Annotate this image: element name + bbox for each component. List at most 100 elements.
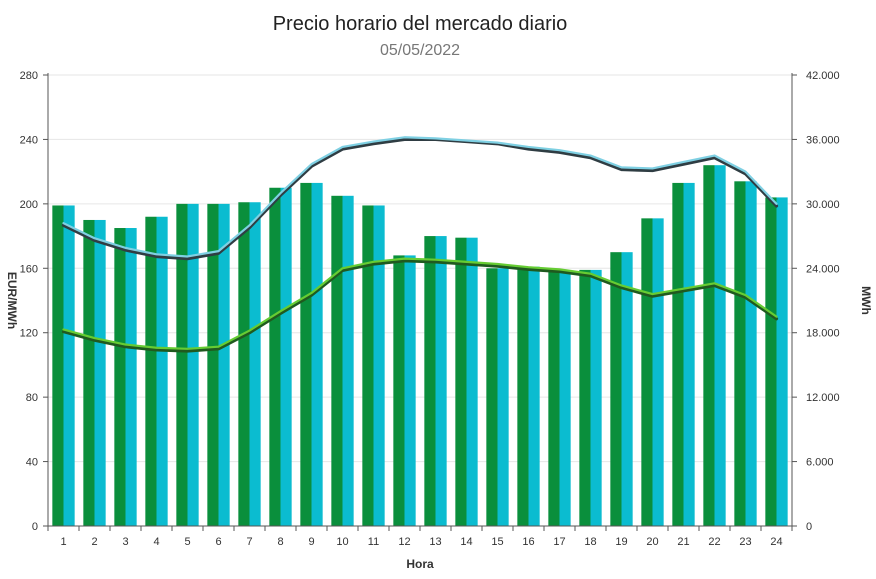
bar bbox=[83, 219, 95, 526]
x-axis-label: Hora bbox=[406, 557, 434, 571]
bar bbox=[672, 182, 684, 527]
x-tick-label: 8 bbox=[277, 536, 283, 548]
bar bbox=[145, 216, 157, 526]
left-tick-label: 160 bbox=[20, 263, 38, 275]
bar bbox=[207, 203, 219, 526]
bar bbox=[734, 181, 746, 527]
right-tick-label: 0 bbox=[806, 521, 812, 533]
x-tick-label: 23 bbox=[739, 536, 751, 548]
bar bbox=[187, 203, 199, 526]
left-axis-label: EUR/MWh bbox=[5, 272, 19, 329]
right-tick-label: 24.000 bbox=[806, 263, 840, 275]
bar bbox=[300, 182, 312, 527]
x-tick-label: 14 bbox=[460, 536, 472, 548]
bar bbox=[94, 219, 106, 526]
x-axis-ticks: 1 2 3 4 5 6 7 8 9 10 11 12 13 14 15 16 17 18 19 20 21 22 23 24 bbox=[47, 526, 793, 548]
series-line bbox=[61, 137, 779, 261]
x-tick-label: 4 bbox=[153, 536, 159, 548]
x-tick-label: 24 bbox=[770, 536, 782, 548]
right-tick-label: 12.000 bbox=[806, 392, 840, 404]
bar bbox=[486, 268, 498, 526]
series-line bbox=[62, 257, 778, 350]
x-tick-label: 20 bbox=[646, 536, 658, 548]
series-line bbox=[62, 136, 778, 258]
x-tick-label: 9 bbox=[308, 536, 314, 548]
bar bbox=[280, 187, 292, 526]
bar bbox=[404, 255, 416, 526]
left-tick-label: 0 bbox=[32, 521, 38, 533]
lines bbox=[61, 136, 779, 353]
bar bbox=[765, 197, 777, 526]
right-axis-ticks: 0 6.000 12.000 18.000 24.000 30.000 36.000 42.0… bbox=[792, 70, 840, 533]
bar bbox=[393, 255, 405, 526]
bar bbox=[517, 266, 529, 526]
bar bbox=[621, 252, 633, 526]
left-tick-label: 280 bbox=[20, 70, 38, 82]
bar bbox=[238, 202, 250, 526]
bar bbox=[745, 181, 757, 527]
bar bbox=[559, 271, 571, 526]
right-tick-label: 36.000 bbox=[806, 134, 840, 146]
left-axis-ticks: 0 40 80 120 160 200 240 280 bbox=[20, 70, 48, 533]
bar bbox=[331, 195, 343, 526]
x-tick-label: 19 bbox=[615, 536, 627, 548]
bar bbox=[176, 203, 188, 526]
right-tick-label: 18.000 bbox=[806, 328, 840, 340]
bars bbox=[52, 165, 788, 527]
x-tick-label: 13 bbox=[429, 536, 441, 548]
x-tick-label: 1 bbox=[60, 536, 66, 548]
left-tick-label: 40 bbox=[26, 457, 38, 469]
x-tick-label: 11 bbox=[368, 536, 379, 548]
right-tick-label: 30.000 bbox=[806, 199, 840, 211]
bar bbox=[610, 252, 622, 526]
x-tick-label: 6 bbox=[215, 536, 221, 548]
x-tick-label: 21 bbox=[677, 536, 689, 548]
bar bbox=[714, 165, 726, 526]
left-tick-label: 240 bbox=[20, 134, 38, 146]
left-tick-label: 120 bbox=[20, 328, 38, 340]
bar bbox=[683, 182, 695, 527]
right-tick-label: 42.000 bbox=[806, 70, 840, 82]
bar bbox=[641, 218, 653, 526]
x-tick-label: 15 bbox=[491, 536, 503, 548]
bar bbox=[125, 228, 137, 526]
bar bbox=[311, 182, 323, 527]
bar bbox=[52, 205, 64, 527]
x-tick-label: 16 bbox=[522, 536, 534, 548]
x-tick-label: 5 bbox=[184, 536, 190, 548]
bar bbox=[590, 269, 602, 526]
bar bbox=[249, 202, 261, 526]
chart-title: Precio horario del mercado diario bbox=[272, 13, 568, 35]
left-tick-label: 200 bbox=[20, 199, 38, 211]
bar bbox=[218, 203, 230, 526]
bar bbox=[466, 237, 478, 527]
bar bbox=[362, 205, 374, 527]
x-tick-label: 2 bbox=[91, 536, 97, 548]
bar bbox=[63, 205, 75, 527]
bar bbox=[156, 216, 168, 526]
x-tick-label: 3 bbox=[122, 536, 128, 548]
x-tick-label: 12 bbox=[398, 536, 410, 548]
right-tick-label: 6.000 bbox=[806, 457, 834, 469]
bar bbox=[342, 195, 354, 526]
bar bbox=[652, 218, 664, 526]
bar bbox=[424, 236, 436, 527]
bar bbox=[548, 271, 560, 526]
x-tick-label: 17 bbox=[553, 536, 565, 548]
bar bbox=[528, 266, 540, 526]
bar bbox=[269, 187, 281, 526]
series-line bbox=[61, 259, 779, 353]
bar bbox=[373, 205, 385, 527]
bar bbox=[703, 165, 715, 526]
right-axis-label: MWh bbox=[859, 286, 873, 315]
chart-subtitle: 05/05/2022 bbox=[379, 42, 461, 59]
x-tick-label: 10 bbox=[336, 536, 348, 548]
left-tick-label: 80 bbox=[26, 392, 38, 404]
bar bbox=[497, 268, 509, 526]
bar bbox=[114, 228, 126, 526]
x-tick-label: 22 bbox=[708, 536, 720, 548]
x-tick-label: 7 bbox=[246, 536, 252, 548]
bar bbox=[776, 197, 788, 526]
bar bbox=[455, 237, 467, 527]
